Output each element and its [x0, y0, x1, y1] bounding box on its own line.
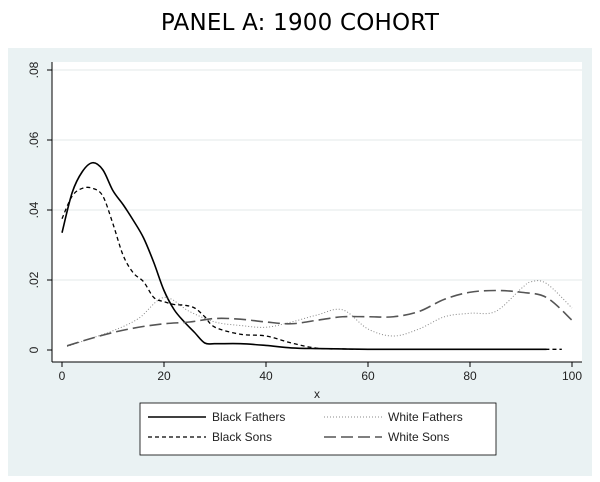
chart-title: PANEL A: 1900 COHORT	[160, 10, 440, 36]
y-tick-label: .08	[27, 61, 41, 78]
x-tick-label: 60	[361, 369, 375, 383]
legend-label: Black Fathers	[212, 410, 285, 424]
series-line-white-fathers	[66, 280, 573, 347]
legend: Black Fathers White Fathers Black Sons Whit…	[139, 402, 497, 456]
legend-label: Black Sons	[212, 430, 272, 444]
x-axis-label: x	[314, 387, 320, 401]
x-tick-label: 100	[562, 369, 582, 383]
series-line-black-sons	[61, 186, 562, 350]
x-tick-label: 80	[463, 369, 477, 383]
legend-label: White Sons	[388, 430, 449, 444]
x-tick-label: 40	[259, 369, 273, 383]
y-tick-label: 0	[27, 346, 41, 353]
legend-label: White Fathers	[388, 410, 463, 424]
y-tick-label: .06	[27, 131, 41, 148]
y-tick-label: .04	[27, 201, 41, 218]
x-tick-label: 20	[157, 369, 171, 383]
x-tick-label: 0	[59, 369, 66, 383]
series-line-white-sons	[66, 289, 573, 347]
series-group	[61, 161, 573, 351]
grid-lines	[52, 69, 582, 281]
legend-box	[139, 402, 497, 456]
axes	[51, 62, 582, 363]
axis-ticks: 0 .02 .04 .06 .08 0 20 40 60 80 100	[27, 61, 582, 383]
plot-area	[52, 62, 582, 362]
y-tick-label: .02	[27, 271, 41, 288]
